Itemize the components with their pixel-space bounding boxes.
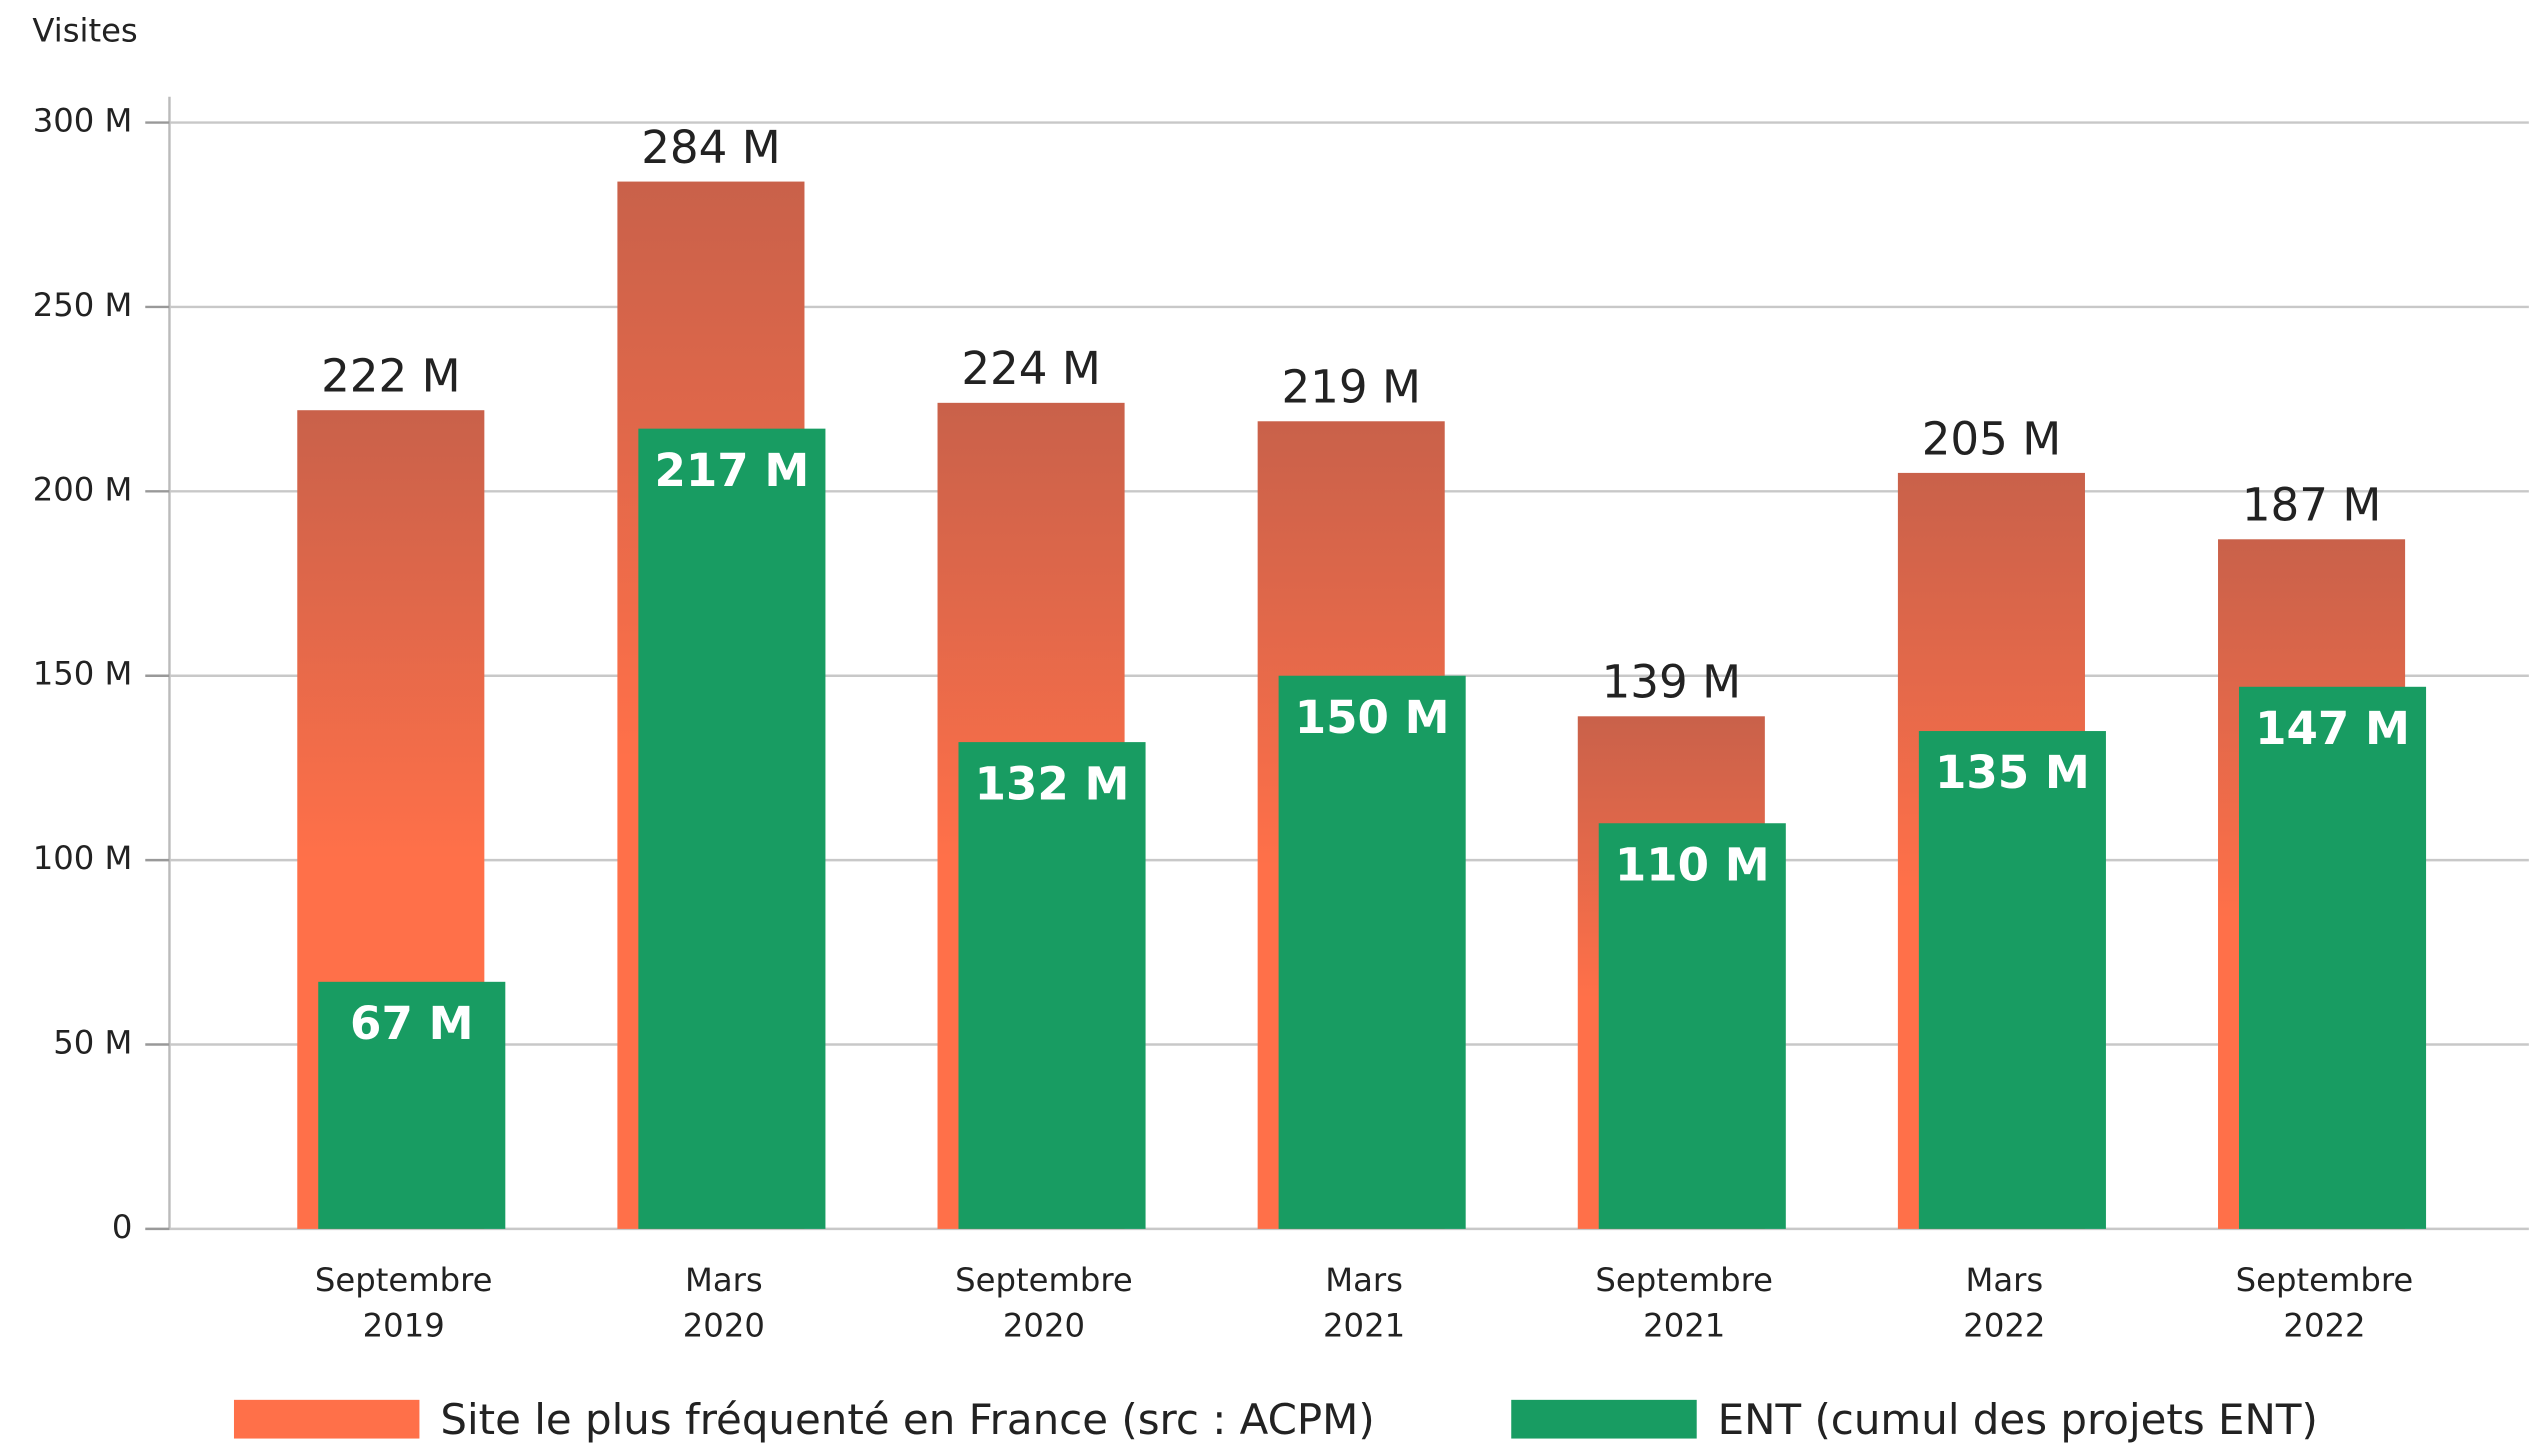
bar (638, 428, 826, 1229)
y-tick-label: 0 (112, 1208, 133, 1246)
value-label: 284 M (641, 121, 780, 174)
x-tick-line: 2021 (1323, 1306, 1405, 1344)
x-tick-line: Septembre (315, 1261, 493, 1299)
legend-swatch (1511, 1399, 1697, 1439)
x-tick-label: Septembre 2020 (955, 1261, 1133, 1344)
x-tick-label: Septembre 2022 (2236, 1261, 2414, 1344)
legend-label: Site le plus fréquenté en France (src : … (440, 1395, 1374, 1444)
x-tick-line: 2022 (1963, 1306, 2045, 1344)
value-label: 187 M (2242, 479, 2381, 532)
bar (1918, 731, 2106, 1229)
x-tick-label: Septembre 2019 (315, 1261, 493, 1344)
bar (1278, 675, 1466, 1229)
x-tick-line: 2020 (1003, 1306, 1085, 1344)
value-label: 150 M (1295, 691, 1450, 744)
x-tick-line: Septembre (1595, 1261, 1773, 1299)
y-tick-label: 250 M (33, 286, 133, 324)
x-tick-label: Septembre 2021 (1595, 1261, 1773, 1344)
value-label: 132 M (975, 757, 1130, 810)
x-tick-line: Septembre (2236, 1261, 2414, 1299)
value-label: 205 M (1922, 412, 2061, 465)
x-tick-line: Mars (685, 1261, 763, 1299)
x-tick-line: Mars (1325, 1261, 1403, 1299)
x-tick-line: 2020 (683, 1306, 765, 1344)
y-tick-label: 50 M (53, 1024, 132, 1062)
y-tick-label: 300 M (33, 102, 133, 140)
x-tick-line: 2021 (1643, 1306, 1725, 1344)
value-label: 135 M (1935, 746, 2090, 799)
x-tick-line: Mars (1966, 1261, 2044, 1299)
legend-swatch (233, 1399, 420, 1439)
y-tick-label: 150 M (33, 655, 133, 693)
bar (2238, 686, 2427, 1229)
value-label: 110 M (1615, 838, 1770, 891)
value-label: 139 M (1602, 656, 1741, 709)
value-label: 219 M (1281, 361, 1420, 414)
value-label: 222 M (321, 350, 460, 403)
x-tick-line: 2019 (363, 1306, 445, 1344)
value-label: 67 M (350, 997, 473, 1050)
value-label: 224 M (961, 342, 1100, 395)
value-label: 217 M (654, 444, 809, 497)
legend-label: ENT (cumul des projets ENT) (1718, 1395, 2318, 1444)
x-tick-label: Mars 2021 (1323, 1261, 1405, 1344)
x-tick-line: Septembre (955, 1261, 1133, 1299)
x-tick-label: Mars 2020 (683, 1261, 765, 1344)
value-label: 147 M (2255, 702, 2410, 755)
bar (318, 981, 506, 1229)
y-tick-label: 100 M (33, 839, 133, 877)
x-tick-label: Mars 2022 (1963, 1261, 2045, 1344)
bar (1598, 823, 1786, 1229)
y-tick-label: 200 M (33, 470, 133, 508)
y-axis-label: Visites (32, 11, 137, 49)
bar (958, 742, 1146, 1229)
x-tick-line: 2022 (2283, 1306, 2365, 1344)
